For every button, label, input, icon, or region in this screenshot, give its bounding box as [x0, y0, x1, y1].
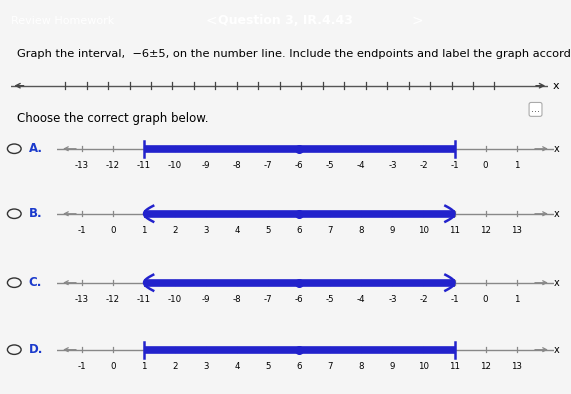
- Text: -10: -10: [168, 295, 182, 304]
- Text: x: x: [554, 345, 560, 355]
- Text: 2: 2: [172, 226, 178, 235]
- Text: 13: 13: [511, 226, 522, 235]
- Text: -13: -13: [75, 295, 89, 304]
- Text: 13: 13: [511, 362, 522, 371]
- Text: x: x: [554, 278, 560, 288]
- Text: 1: 1: [141, 362, 147, 371]
- Text: 12: 12: [480, 362, 491, 371]
- Text: C.: C.: [29, 276, 42, 289]
- Text: -12: -12: [106, 295, 120, 304]
- Text: 4: 4: [235, 226, 240, 235]
- Text: 0: 0: [483, 295, 488, 304]
- Text: 3: 3: [203, 226, 209, 235]
- Text: x: x: [554, 209, 560, 219]
- Text: -13: -13: [75, 161, 89, 170]
- Text: -7: -7: [264, 295, 272, 304]
- Text: 5: 5: [266, 226, 271, 235]
- Text: -2: -2: [419, 295, 428, 304]
- Text: Choose the correct graph below.: Choose the correct graph below.: [17, 112, 208, 125]
- Text: <: <: [206, 14, 217, 28]
- Text: 0: 0: [483, 161, 488, 170]
- Text: 3: 3: [203, 362, 209, 371]
- Text: -8: -8: [233, 295, 242, 304]
- Text: x: x: [553, 81, 559, 91]
- Text: -1: -1: [450, 295, 459, 304]
- Text: 1: 1: [514, 161, 520, 170]
- Text: -9: -9: [202, 161, 210, 170]
- Text: 10: 10: [418, 362, 429, 371]
- Text: -3: -3: [388, 295, 397, 304]
- Text: 12: 12: [480, 226, 491, 235]
- Text: -1: -1: [450, 161, 459, 170]
- Text: 11: 11: [449, 226, 460, 235]
- Text: -10: -10: [168, 161, 182, 170]
- Text: 7: 7: [328, 226, 333, 235]
- Text: -12: -12: [106, 161, 120, 170]
- Text: 9: 9: [390, 362, 395, 371]
- Text: -2: -2: [419, 161, 428, 170]
- Text: -9: -9: [202, 295, 210, 304]
- Text: 8: 8: [359, 362, 364, 371]
- Text: 9: 9: [390, 226, 395, 235]
- Text: -3: -3: [388, 161, 397, 170]
- Text: -6: -6: [295, 295, 304, 304]
- Text: -4: -4: [357, 295, 365, 304]
- Text: -1: -1: [78, 362, 86, 371]
- Text: 6: 6: [296, 362, 302, 371]
- Text: -11: -11: [137, 295, 151, 304]
- Text: -4: -4: [357, 161, 365, 170]
- Text: 11: 11: [449, 362, 460, 371]
- Text: 1: 1: [141, 226, 147, 235]
- Text: -6: -6: [295, 161, 304, 170]
- Text: 8: 8: [359, 226, 364, 235]
- Text: ...: ...: [531, 104, 540, 114]
- Text: 0: 0: [110, 362, 116, 371]
- Text: 0: 0: [110, 226, 116, 235]
- Text: -8: -8: [233, 161, 242, 170]
- Text: x: x: [554, 144, 560, 154]
- Text: -7: -7: [264, 161, 272, 170]
- Text: Question 3, IR.4.43: Question 3, IR.4.43: [218, 14, 353, 27]
- Text: 5: 5: [266, 362, 271, 371]
- Text: -5: -5: [326, 295, 335, 304]
- Text: 4: 4: [235, 362, 240, 371]
- Text: -5: -5: [326, 161, 335, 170]
- Text: 2: 2: [172, 362, 178, 371]
- Text: A.: A.: [29, 142, 43, 155]
- Text: Graph the interval,  −6±5, on the number line. Include the endpoints and label t: Graph the interval, −6±5, on the number …: [17, 49, 571, 59]
- Text: 6: 6: [296, 226, 302, 235]
- Text: -1: -1: [78, 226, 86, 235]
- Text: >: >: [411, 14, 423, 28]
- Text: 7: 7: [328, 362, 333, 371]
- Text: B.: B.: [29, 207, 42, 220]
- Text: Review Homework: Review Homework: [11, 16, 115, 26]
- Text: -11: -11: [137, 161, 151, 170]
- Text: D.: D.: [29, 343, 43, 356]
- Text: 1: 1: [514, 295, 520, 304]
- Text: 10: 10: [418, 226, 429, 235]
